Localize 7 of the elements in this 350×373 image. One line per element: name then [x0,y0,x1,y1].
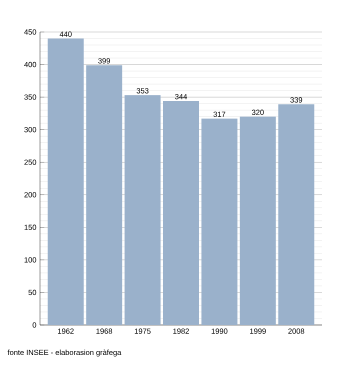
bar [163,101,199,325]
bar [201,118,238,325]
bar [48,38,84,325]
bar [240,116,276,325]
bar [124,95,161,325]
bar [86,65,122,325]
bar [278,104,314,325]
